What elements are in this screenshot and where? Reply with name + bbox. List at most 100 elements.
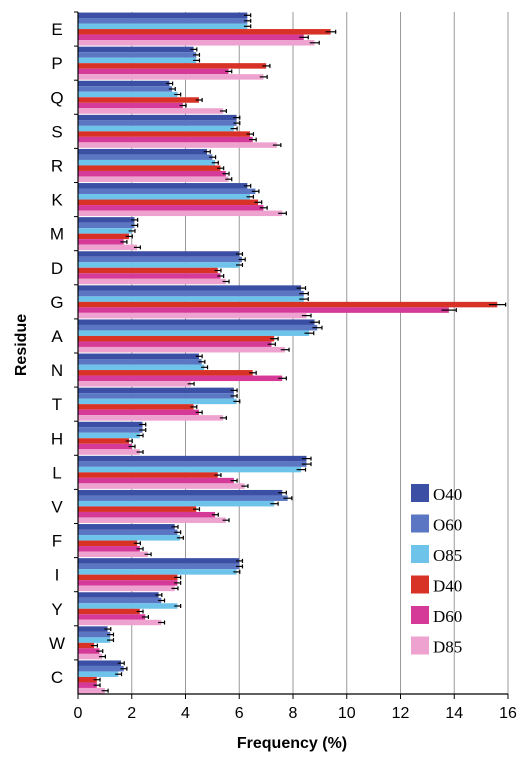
bar — [78, 125, 234, 132]
bar — [78, 614, 146, 620]
category-label: M — [50, 225, 64, 244]
bar — [78, 142, 277, 148]
bar — [78, 511, 216, 518]
bar — [78, 346, 285, 353]
x-tick-label: 2 — [127, 705, 136, 722]
bar — [78, 421, 143, 428]
bar — [78, 353, 199, 360]
bar — [78, 592, 159, 598]
bar — [78, 46, 194, 53]
bar — [78, 364, 205, 371]
category-label: L — [52, 463, 61, 482]
bar — [78, 495, 288, 501]
bar — [78, 262, 240, 268]
legend-swatch — [411, 575, 429, 594]
bar — [78, 682, 97, 688]
bar — [78, 40, 315, 46]
bar — [78, 170, 226, 177]
bars — [78, 12, 507, 694]
category-label: D — [51, 259, 63, 278]
bar — [78, 233, 130, 240]
legend-swatch — [411, 514, 429, 533]
bar — [78, 398, 237, 405]
bar — [78, 653, 103, 660]
legend-label: D40 — [433, 577, 462, 596]
y-axis-title: Residue — [13, 314, 30, 376]
bar — [78, 18, 248, 24]
bar — [78, 671, 119, 677]
bar — [78, 472, 218, 478]
bar — [78, 97, 199, 103]
category-label: K — [51, 191, 63, 210]
bar — [78, 239, 124, 245]
legend-swatch — [411, 545, 429, 563]
bar — [78, 551, 148, 558]
bar — [78, 665, 124, 672]
bar — [78, 324, 318, 331]
legend-swatch — [411, 484, 429, 502]
bar — [78, 443, 132, 450]
bar — [78, 455, 307, 462]
category-label: C — [51, 668, 63, 687]
bar — [78, 626, 108, 632]
bar — [78, 183, 248, 189]
bar — [78, 427, 143, 433]
bar — [78, 574, 178, 581]
bar — [78, 375, 283, 382]
bar — [78, 108, 224, 114]
bar — [78, 335, 275, 342]
bar — [78, 506, 197, 512]
bar — [78, 63, 267, 69]
bar — [78, 290, 304, 297]
x-tick-label: 6 — [235, 705, 244, 722]
bar — [78, 91, 178, 98]
bar — [78, 301, 498, 308]
bar — [78, 676, 97, 683]
legend-label: D85 — [433, 638, 462, 657]
category-label: S — [51, 122, 62, 141]
bar — [78, 432, 140, 439]
bar — [78, 540, 138, 547]
x-tick-labels: 0 2 4 6 8 10 12 14 16 — [74, 705, 517, 722]
bar — [78, 415, 224, 421]
bar — [78, 102, 183, 109]
bar — [78, 251, 240, 257]
category-label: F — [52, 532, 62, 551]
bar — [78, 267, 218, 274]
bar — [78, 569, 237, 575]
bar — [78, 619, 162, 626]
x-tick-label: 10 — [338, 705, 356, 722]
bar — [78, 637, 111, 643]
bar — [78, 330, 310, 336]
bar — [78, 188, 256, 195]
axes — [74, 11, 509, 699]
bar — [78, 642, 95, 649]
legend-swatch — [411, 606, 429, 624]
bar — [78, 131, 250, 137]
x-tick-label: 0 — [74, 705, 83, 722]
bar — [78, 120, 237, 126]
bar — [78, 74, 264, 80]
category-label: G — [50, 293, 63, 312]
bar — [78, 159, 216, 166]
bar — [78, 603, 178, 609]
bar — [78, 535, 181, 541]
legend-label: O60 — [433, 516, 462, 535]
bar — [78, 86, 173, 92]
bar — [78, 524, 175, 530]
bar — [78, 381, 191, 387]
category-label: W — [49, 634, 65, 653]
category-label: I — [55, 566, 60, 585]
category-label: Q — [50, 88, 63, 107]
bar — [78, 114, 237, 121]
x-tick-label: 12 — [392, 705, 410, 722]
x-tick-label: 4 — [181, 705, 190, 722]
x-axis-title: Frequency (%) — [237, 735, 347, 752]
bar — [78, 256, 242, 263]
bar — [78, 278, 226, 285]
bar — [78, 154, 213, 160]
bar — [78, 409, 199, 416]
bar — [78, 546, 140, 552]
bar — [78, 307, 449, 313]
